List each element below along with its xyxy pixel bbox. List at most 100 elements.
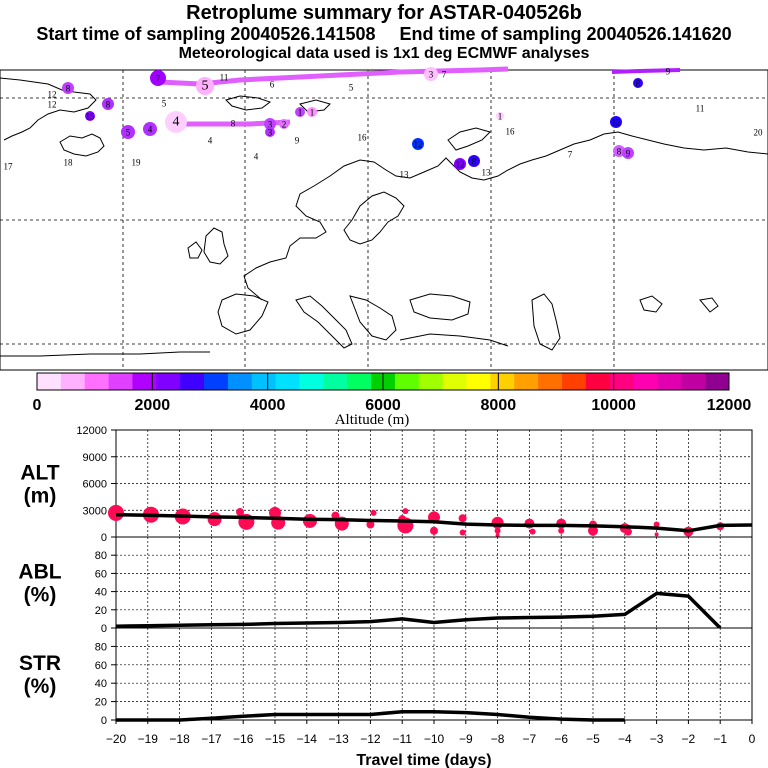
- map-marker-dot: [196, 77, 214, 95]
- map-marker-dot: [468, 155, 480, 167]
- map-marker: 12: [412, 138, 424, 150]
- colorbar-swatch: [418, 373, 443, 390]
- map-marker-dot: [265, 127, 275, 137]
- map-marker-dot: [102, 98, 114, 110]
- colorbar-swatch: [466, 373, 491, 390]
- map-marker-label: 2: [282, 120, 287, 130]
- map-marker: 12: [454, 158, 466, 170]
- panel-ylabel: ALT: [20, 462, 59, 485]
- x-tick-label: −20: [106, 732, 127, 746]
- colorbar-swatch: [60, 373, 86, 390]
- map-marker: 2: [279, 119, 289, 130]
- y-tick-label: 40: [95, 678, 107, 690]
- x-tick-label: −13: [328, 732, 349, 746]
- map-marker: 4: [254, 152, 259, 162]
- coastline-baltic: [343, 191, 405, 245]
- map-marker: 8: [102, 98, 114, 110]
- map-marker-label: 5: [162, 99, 167, 109]
- track-line: [159, 66, 509, 87]
- colorbar-swatch: [490, 373, 515, 390]
- map-marker: 11: [220, 73, 229, 83]
- map-marker-dot: [62, 82, 74, 94]
- colorbar-tick-label: 0: [33, 397, 42, 414]
- panel-alt: 0 3000 6000 9000 12000 ALT(m): [20, 425, 753, 544]
- coastline-caspian: [531, 293, 561, 351]
- x-tick-label: −11: [392, 732, 412, 746]
- colorbar-swatch: [323, 373, 348, 390]
- map-marker-label: 9: [626, 149, 631, 159]
- map-marker: 5: [196, 77, 214, 95]
- coastline-novaya-zemlya: [447, 127, 491, 151]
- altitude-marker: [366, 520, 375, 529]
- colorbar-swatch: [180, 373, 205, 390]
- map-marker-dot: [496, 112, 504, 120]
- altitude-marker: [207, 512, 222, 527]
- coastline-black-sea: [409, 293, 471, 321]
- map-marker-label: 9: [295, 136, 300, 146]
- colorbar-swatch: [585, 373, 610, 390]
- map-marker-label: 15: [86, 112, 96, 122]
- altitude-marker: [491, 516, 504, 529]
- map-marker-label: 7: [568, 150, 573, 160]
- map-marker-label: 20: [754, 128, 764, 138]
- panel-ylabel: ABL: [18, 561, 61, 584]
- y-tick-label: 0: [101, 532, 107, 544]
- coastline-british-isles: [203, 227, 229, 265]
- altitude-marker: [654, 532, 659, 537]
- map-marker-label: 8: [617, 147, 622, 157]
- map-marker-label: 3: [429, 70, 434, 80]
- map-marker-dot: [165, 111, 187, 133]
- map-marker: 3: [265, 127, 275, 138]
- map-marker-label: 1: [310, 108, 315, 118]
- map-marker: 8: [231, 119, 236, 129]
- x-tick-label: −14: [297, 732, 318, 746]
- altitude-marker: [370, 509, 377, 516]
- colorbar-swatch: [108, 373, 133, 390]
- coastline-italy: [295, 295, 353, 349]
- panel-abl: 0 20 40 60 80 ABL(%): [18, 536, 753, 635]
- map-marker-label: 8: [231, 119, 236, 129]
- colorbar-swatch: [251, 373, 276, 390]
- colorbar-swatch: [275, 373, 300, 390]
- map-marker-dot: [412, 138, 424, 150]
- y-tick-label: 3000: [83, 505, 107, 517]
- colorbar-tick-label: 6000: [365, 397, 401, 414]
- colorbar-title: Altitude (m): [335, 412, 410, 428]
- panel-str: 0 20 40 60 80 STR(%): [19, 627, 753, 727]
- map-marker: 8: [633, 78, 643, 89]
- colorbar-tick-label: 10000: [591, 397, 636, 414]
- map-marker-label: 12: [456, 160, 465, 170]
- map-gridlines: [0, 70, 768, 370]
- x-tick-label: 0: [749, 732, 756, 746]
- x-tick-label: −1: [713, 732, 727, 746]
- map-marker-label: 9: [666, 67, 671, 77]
- x-tick-label: −10: [424, 732, 445, 746]
- altitude-marker: [458, 514, 467, 523]
- altitude-marker: [402, 508, 409, 515]
- altitude-marker: [623, 527, 632, 536]
- x-tick-label: −12: [360, 732, 381, 746]
- coastline-svalbard: [225, 95, 272, 111]
- x-tick-label: −19: [138, 732, 159, 746]
- coastline-franz-josef: [299, 99, 331, 113]
- map-marker: 5: [162, 99, 167, 109]
- coastline-iceland-region: [59, 133, 105, 157]
- altitude-marker: [331, 511, 340, 520]
- altitude-marker: [430, 526, 438, 535]
- map-marker-dot: [633, 78, 643, 88]
- x-tick-label: −3: [650, 732, 664, 746]
- y-tick-label: 12000: [76, 425, 107, 437]
- map-marker-dot: [610, 116, 622, 128]
- map-marker: 7: [568, 150, 573, 160]
- colorbar-tick-label: 8000: [481, 397, 517, 414]
- coastline-siberia-lakes: [639, 295, 719, 313]
- coastline-iberia: [217, 293, 269, 335]
- map-marker: 9: [666, 67, 671, 77]
- map-marker-dot: [613, 145, 625, 157]
- colorbar-tick-label: 2000: [135, 397, 171, 414]
- colorbar-tick-label: 12000: [707, 397, 752, 414]
- y-tick-label: 9000: [83, 452, 107, 464]
- map-marker-dot: [143, 122, 157, 136]
- map-marker-dot: [279, 119, 289, 129]
- map-marker: 9: [295, 136, 300, 146]
